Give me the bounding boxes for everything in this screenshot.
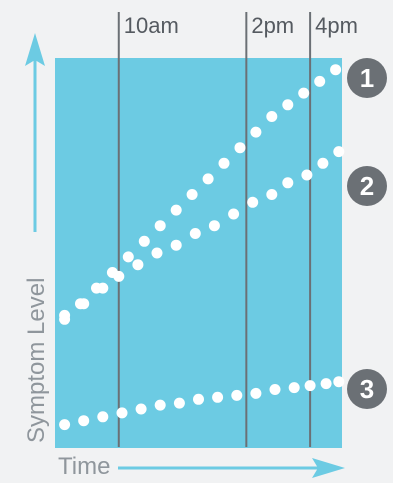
series-3-point (116, 407, 128, 419)
x-axis-title: Time (58, 453, 110, 480)
series-2-point (317, 157, 329, 169)
series-1-point (122, 251, 134, 263)
series-1-point (218, 157, 230, 169)
series-3-point (304, 380, 316, 392)
series-3-point (231, 389, 243, 401)
series-3-point (212, 391, 224, 403)
series-2-point (266, 189, 278, 200)
series-3-point (320, 378, 332, 390)
series-2-point (151, 247, 163, 259)
series-3-point (288, 382, 300, 394)
series-1-point (138, 235, 150, 247)
series-2-point (189, 228, 201, 239)
y-axis-title: Symptom Level (23, 278, 50, 443)
series-3-point (97, 411, 109, 423)
series-2-point (208, 220, 220, 232)
x-axis-arrow (118, 458, 345, 478)
series-1-point (314, 75, 326, 87)
series-2-point (78, 298, 90, 310)
y-axis-arrow (25, 33, 45, 232)
series-2-point (247, 196, 259, 208)
series-3-point (193, 393, 204, 405)
series-badges: 1 2 3 (347, 58, 387, 409)
series-3-point (173, 397, 185, 409)
time-label-10am: 10am (124, 13, 179, 38)
series-3-point (59, 419, 71, 431)
series-2-point (301, 169, 313, 181)
series-1-point (266, 111, 278, 122)
time-markers: 10am 2pm 4pm (117, 12, 358, 447)
time-label-2pm: 2pm (251, 13, 294, 38)
time-label-4pm: 4pm (315, 13, 358, 38)
data-points (59, 64, 345, 431)
series-badge-circle (347, 58, 387, 98)
series-2-point (170, 239, 182, 251)
series-3-point (250, 387, 262, 399)
series-2-point (228, 208, 240, 220)
series-badge-1: 1 (347, 58, 387, 98)
series-badge-2: 2 (347, 166, 387, 206)
series-1-point (170, 204, 182, 216)
series-badge-3: 3 (347, 369, 387, 409)
series-3-point (269, 384, 281, 395)
series-badge-label: 1 (360, 63, 374, 93)
series-3-point (78, 415, 90, 427)
series-1-point (234, 142, 246, 154)
series-2-point (333, 146, 345, 158)
series-1-point (186, 189, 198, 200)
series-1-point (330, 64, 342, 76)
series-2-point (97, 282, 109, 294)
series-1-point (282, 99, 294, 111)
series-1-point (202, 173, 214, 185)
series-badge-label: 2 (360, 171, 374, 201)
series-badge-circle (347, 369, 387, 409)
series-2-point (132, 259, 144, 271)
series-2-point (113, 270, 125, 282)
series-3-point (333, 376, 345, 388)
series-2-point (59, 309, 71, 321)
series-3-point (154, 399, 166, 411)
series-3-point (135, 403, 147, 415)
series-2-point (282, 177, 294, 189)
series-badge-label: 3 (360, 374, 374, 404)
series-1-point (154, 220, 166, 232)
series-1-point (250, 126, 262, 138)
series-1-point (298, 87, 310, 99)
series-badge-circle (347, 166, 387, 206)
